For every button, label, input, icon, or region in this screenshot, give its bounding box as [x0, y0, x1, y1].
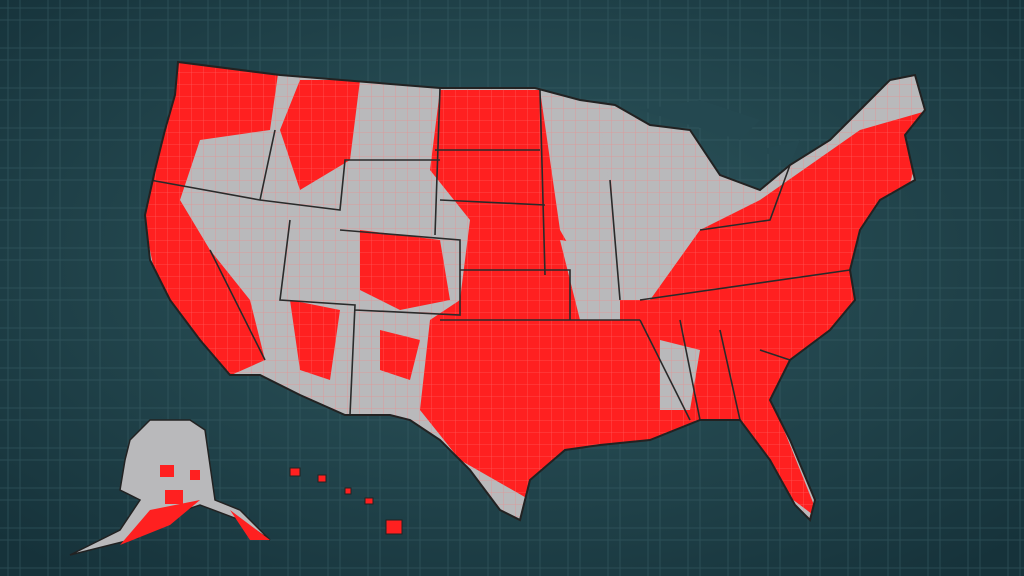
state-borders	[149, 87, 851, 421]
alaska	[69, 419, 271, 556]
great-lakes	[640, 100, 800, 165]
alaska-hotspots	[120, 465, 270, 545]
hawaii	[289, 467, 403, 535]
